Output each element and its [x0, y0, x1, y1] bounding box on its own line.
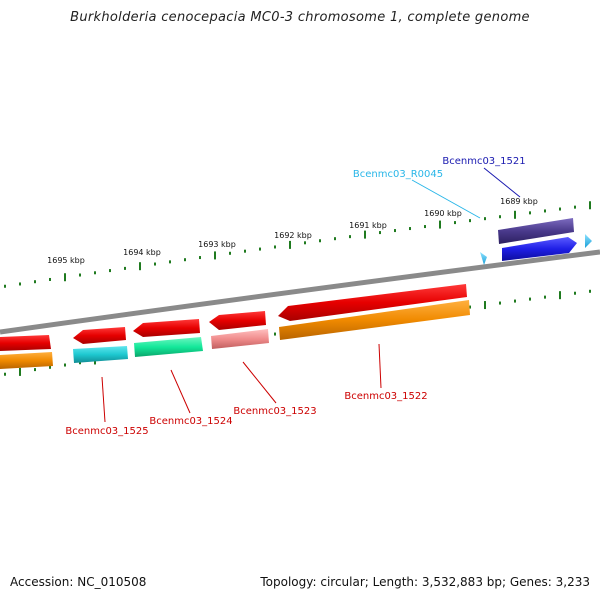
- tick-label-1695: 1695 kbp: [47, 256, 85, 265]
- cog-bar-1525: [73, 346, 128, 363]
- tick-minor: [34, 280, 36, 284]
- label-bcenmc03-1524: Bcenmc03_1524: [149, 416, 232, 427]
- tick-major: [484, 301, 486, 310]
- label-bcenmc03-1525: Bcenmc03_1525: [65, 426, 148, 437]
- tick-minor: [484, 217, 486, 221]
- leader-1525: [101, 376, 106, 423]
- label-bcenmc03-r0045: Bcenmc03_R0045: [353, 169, 443, 180]
- tick-minor: [424, 225, 426, 229]
- gene-bcenmc03-1523[interactable]: [209, 311, 266, 330]
- label-bcenmc03-1522: Bcenmc03_1522: [344, 391, 427, 402]
- leader-1524: [170, 369, 191, 414]
- tick-minor: [49, 365, 51, 369]
- map-title: Burkholderia cenocepacia MC0-3 chromosom…: [70, 10, 530, 25]
- tick-major: [64, 273, 66, 282]
- tick-minor: [19, 282, 21, 286]
- tick-minor: [4, 372, 6, 376]
- tick-minor: [4, 284, 6, 288]
- tick-major: [364, 230, 366, 239]
- tick-minor: [574, 205, 576, 209]
- cog-bar-1521: [498, 218, 574, 244]
- tick-minor: [469, 305, 471, 309]
- tick-minor: [184, 258, 186, 262]
- tick-minor: [274, 245, 276, 249]
- tick-minor: [409, 227, 411, 231]
- tick-minor: [514, 299, 516, 303]
- tick-label-1693: 1693 kbp: [198, 240, 236, 249]
- leader-1521: [483, 167, 521, 198]
- tick-minor: [544, 209, 546, 213]
- tick-minor: [319, 239, 321, 243]
- cog-bar-1524: [134, 337, 203, 357]
- cog-bar-1522: [279, 300, 470, 340]
- tick-minor: [499, 215, 501, 219]
- tick-minor: [334, 237, 336, 241]
- tick-minor: [274, 332, 276, 336]
- leader-1523: [242, 361, 277, 404]
- tick-major: [559, 291, 561, 300]
- tick-minor: [229, 251, 231, 255]
- tick-major: [289, 240, 291, 249]
- tick-label-1690: 1690 kbp: [424, 209, 462, 218]
- tick-minor: [574, 291, 576, 295]
- tick-minor: [349, 235, 351, 239]
- tick-minor: [529, 211, 531, 215]
- accession-text: Accession: NC_010508: [10, 575, 147, 589]
- gene-bcenmc03-r0045[interactable]: [480, 252, 487, 265]
- tick-minor: [499, 301, 501, 305]
- tick-minor: [259, 247, 261, 251]
- chromosome-backbone: [0, 249, 600, 335]
- tick-minor: [559, 207, 561, 211]
- label-bcenmc03-1523: Bcenmc03_1523: [233, 406, 316, 417]
- gene-offscreen-right[interactable]: [585, 234, 592, 248]
- tick-label-1691: 1691 kbp: [349, 221, 387, 230]
- gene-bcenmc03-1525[interactable]: [73, 327, 126, 344]
- tick-label-1692: 1692 kbp: [274, 231, 312, 240]
- tick-minor: [469, 219, 471, 223]
- tick-major: [214, 251, 216, 260]
- tick-minor: [169, 260, 171, 264]
- kbp-labels: 1689 kbp 1690 kbp 1691 kbp 1692 kbp 1693…: [47, 197, 538, 265]
- leader-r0045: [411, 179, 481, 219]
- tick-minor: [79, 361, 81, 365]
- gene-bcenmc03-1522[interactable]: [278, 284, 467, 321]
- tick-minor: [454, 221, 456, 225]
- tick-minor: [79, 273, 81, 277]
- tick-major: [139, 262, 141, 271]
- leader-1522: [378, 343, 382, 389]
- tick-label-1689: 1689 kbp: [500, 197, 538, 206]
- tick-minor: [124, 266, 126, 270]
- tick-minor: [589, 289, 591, 293]
- cog-bar-left: [0, 352, 53, 369]
- tick-minor: [154, 262, 156, 266]
- tick-minor: [379, 231, 381, 235]
- outer-tick-ring: [4, 201, 591, 288]
- tick-minor: [34, 368, 36, 372]
- tick-minor: [394, 229, 396, 233]
- tick-major: [19, 367, 21, 376]
- tick-minor: [544, 295, 546, 299]
- topology-text: Topology: circular; Length: 3,532,883 bp…: [260, 575, 590, 589]
- tick-minor: [199, 256, 201, 260]
- gene-offscreen-left[interactable]: [0, 335, 51, 351]
- tick-major: [514, 210, 516, 219]
- tick-minor: [244, 249, 246, 253]
- tick-label-1694: 1694 kbp: [123, 248, 161, 257]
- tick-minor: [304, 241, 306, 245]
- tick-minor: [94, 271, 96, 275]
- tick-minor: [109, 269, 111, 273]
- label-bcenmc03-1521: Bcenmc03_1521: [442, 156, 525, 167]
- gene-bcenmc03-1521[interactable]: [502, 237, 577, 261]
- gene-bcenmc03-1524[interactable]: [133, 319, 200, 337]
- cog-bar-1523: [211, 329, 269, 349]
- tick-major: [439, 220, 441, 229]
- tick-major: [589, 201, 591, 210]
- tick-minor: [64, 363, 66, 367]
- tick-minor: [49, 277, 51, 281]
- tick-minor: [529, 297, 531, 301]
